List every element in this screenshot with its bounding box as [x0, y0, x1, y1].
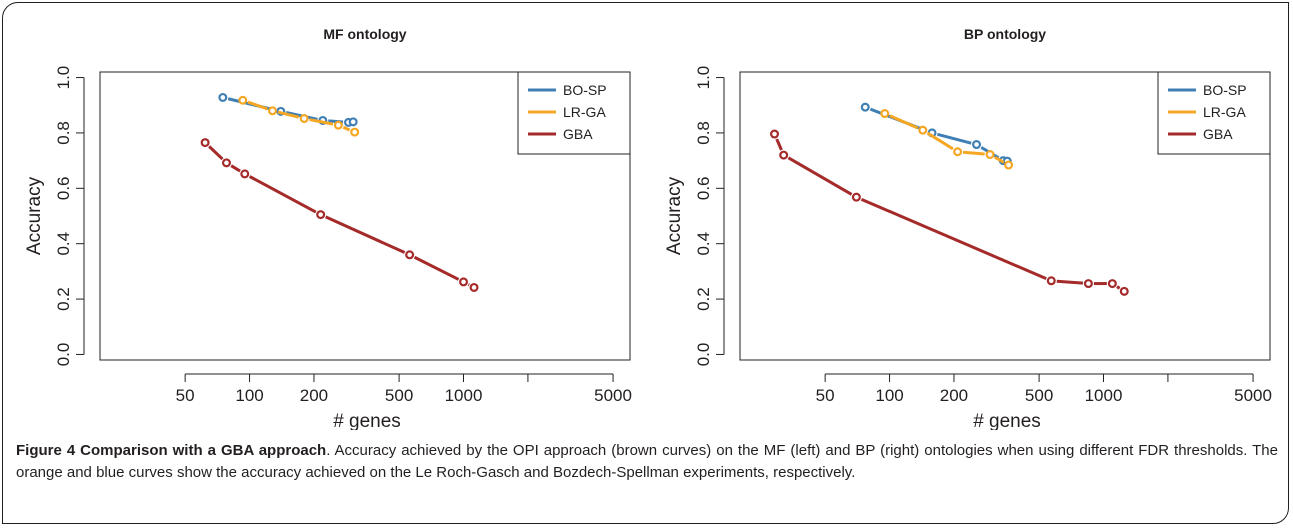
- series-segment: [860, 197, 1047, 281]
- y-tick-label: 0.0: [54, 343, 73, 367]
- legend: BO-SP LR-GA GBA: [517, 71, 631, 155]
- figure-caption: Figure 4 Comparison with a GBA approach.…: [16, 440, 1278, 484]
- series-segment: [342, 125, 351, 132]
- data-point: [770, 129, 780, 139]
- y-axis-title: Accuracy: [24, 176, 45, 255]
- data-point: [333, 120, 343, 130]
- series-gba: [200, 138, 479, 292]
- data-point: [779, 150, 789, 160]
- mf-chart: MF ontology 0.0 0.2 0.4 0.6 0.8 1.0 Accuracy 50 1…: [24, 26, 632, 430]
- x-tick-label: 50: [176, 386, 195, 405]
- series-segment: [277, 110, 300, 119]
- legend-label: BO-SP: [563, 82, 607, 98]
- data-point: [350, 127, 360, 137]
- data-point: [1107, 279, 1117, 289]
- data-point: [918, 125, 928, 135]
- x-tick-label: 1000: [1085, 386, 1123, 405]
- legend: BO-SP LR-GA GBA: [1157, 71, 1271, 155]
- data-point: [985, 150, 995, 160]
- series-segment: [926, 131, 954, 151]
- x-tick-label: 200: [940, 386, 968, 405]
- x-tick-label: 200: [300, 386, 328, 405]
- data-point: [1046, 276, 1056, 286]
- y-tick-label: 0.4: [694, 232, 713, 256]
- y-tick-label: 0.6: [54, 176, 73, 200]
- data-point: [953, 147, 963, 157]
- data-point: [1119, 286, 1129, 296]
- data-point: [851, 192, 861, 202]
- legend-label: GBA: [563, 126, 593, 142]
- y-tick-label: 0.8: [694, 121, 713, 145]
- data-point: [218, 92, 228, 102]
- series-segment: [1056, 279, 1084, 285]
- series-segment: [325, 215, 406, 254]
- data-point: [405, 250, 415, 260]
- x-axis-title: # genes: [973, 411, 1041, 430]
- legend-label: BO-SP: [1203, 82, 1247, 98]
- series-segment: [230, 164, 241, 173]
- data-point: [238, 95, 248, 105]
- series-lr-ga: [238, 95, 360, 137]
- x-tick-label: 5000: [1234, 386, 1272, 405]
- legend-label: LR-GA: [563, 104, 606, 120]
- data-point: [860, 102, 870, 112]
- series-segment: [889, 114, 919, 130]
- y-tick-label: 0.2: [54, 287, 73, 311]
- y-tick-label: 0.4: [54, 232, 73, 256]
- bp-chart: BP ontology 0.0 0.2 0.4 0.6 0.8 1.0 Accuracy 50 1…: [664, 26, 1272, 430]
- series-segment: [962, 150, 985, 156]
- y-axis-title: Accuracy: [664, 176, 685, 255]
- chart-title: BP ontology: [964, 26, 1046, 42]
- series-segment: [994, 155, 1005, 164]
- series-segment: [247, 100, 268, 111]
- data-point: [469, 282, 479, 292]
- data-point: [316, 210, 326, 220]
- data-point: [1004, 160, 1014, 170]
- x-tick-label: 500: [385, 386, 413, 405]
- chart-title: MF ontology: [323, 26, 406, 42]
- y-tick-label: 0.0: [694, 343, 713, 367]
- y-tick-label: 1.0: [694, 66, 713, 90]
- series-lr-ga: [880, 109, 1014, 170]
- data-point: [221, 158, 231, 168]
- series-segment: [413, 255, 460, 281]
- series-segment: [1116, 285, 1121, 290]
- data-point: [972, 140, 982, 150]
- caption-title: Figure 4 Comparison with a GBA approach: [16, 442, 327, 459]
- series-segment: [309, 118, 334, 126]
- data-point: [880, 109, 890, 119]
- x-tick-label: 500: [1025, 386, 1053, 405]
- legend-label: GBA: [1203, 126, 1233, 142]
- y-tick-label: 0.6: [694, 176, 713, 200]
- series-gba: [770, 129, 1129, 296]
- y-tick-label: 0.8: [54, 121, 73, 145]
- series-segment: [775, 138, 783, 151]
- x-tick-label: 50: [816, 386, 835, 405]
- data-point: [459, 277, 469, 287]
- plot-area: [99, 71, 631, 361]
- data-point: [1083, 279, 1093, 289]
- x-tick-label: 1000: [445, 386, 483, 405]
- data-point: [299, 114, 309, 124]
- data-point: [348, 117, 358, 127]
- y-tick-label: 1.0: [54, 66, 73, 90]
- data-point: [267, 106, 277, 116]
- x-axis-title: # genes: [333, 411, 401, 430]
- data-point: [240, 169, 250, 179]
- series-segment: [208, 145, 224, 161]
- series-segment: [248, 175, 317, 214]
- x-tick-label: 100: [875, 386, 903, 405]
- caption-text: . Accuracy achieved by the OPI approach …: [16, 442, 1278, 481]
- series-segment: [936, 132, 972, 145]
- x-tick-label: 100: [235, 386, 263, 405]
- legend-label: LR-GA: [1203, 104, 1246, 120]
- x-tick-label: 5000: [594, 386, 632, 405]
- series-segment: [787, 156, 853, 196]
- y-tick-label: 0.2: [694, 287, 713, 311]
- plot-area: [739, 71, 1271, 361]
- data-point: [200, 138, 210, 148]
